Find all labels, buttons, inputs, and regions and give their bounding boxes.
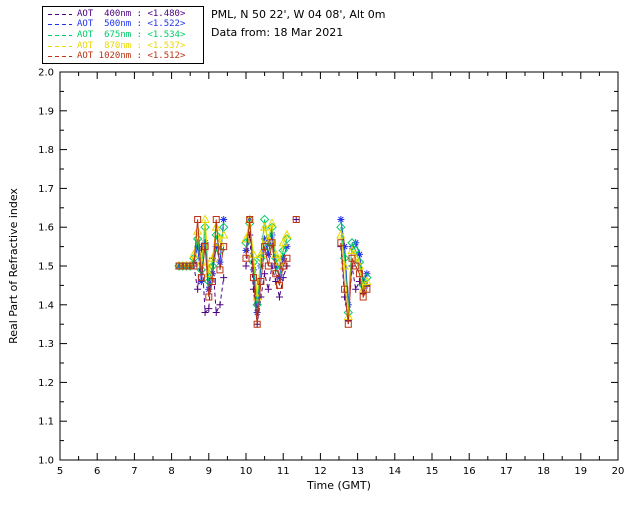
legend-item-3: AOT 870nm : <1.537> bbox=[43, 41, 203, 52]
legend-line-sample bbox=[48, 56, 72, 58]
x-tick-label: 6 bbox=[94, 466, 100, 477]
x-tick-label: 10 bbox=[240, 466, 253, 477]
y-tick-label: 1.4 bbox=[38, 300, 54, 311]
axis-ticks bbox=[59, 71, 619, 461]
y-axis-title: Real Part of Refractive index bbox=[7, 188, 20, 344]
axis-tick-labels: 5 6 7 8 9 10 11 12 13 14 15 16 17 18 19 20 1.0 1.1 1.2 1.3 1… bbox=[38, 68, 624, 478]
legend-line-sample bbox=[48, 13, 72, 15]
x-tick-label: 8 bbox=[168, 466, 174, 477]
y-tick-label: 1.6 bbox=[38, 223, 54, 234]
x-tick-label: 17 bbox=[500, 466, 513, 477]
x-axis-title: Time (GMT) bbox=[306, 479, 371, 492]
y-tick-label: 1.9 bbox=[38, 106, 54, 117]
y-tick-label: 1.5 bbox=[38, 262, 54, 273]
x-tick-label: 5 bbox=[57, 466, 63, 477]
y-tick-label: 1.0 bbox=[38, 456, 54, 467]
x-tick-label: 19 bbox=[574, 466, 587, 477]
x-tick-label: 15 bbox=[426, 466, 439, 477]
x-tick-label: 14 bbox=[388, 466, 401, 477]
y-tick-label: 1.8 bbox=[38, 145, 54, 156]
legend-label: AOT 500nm : <1.522> bbox=[77, 19, 186, 30]
legend-label: AOT 1020nm : <1.512> bbox=[77, 51, 186, 62]
legend-item-0: AOT 400nm : <1.480> bbox=[43, 9, 203, 20]
legend-line-sample bbox=[48, 24, 72, 26]
legend-item-1: AOT 500nm : <1.522> bbox=[43, 20, 203, 31]
marker-square bbox=[175, 215, 371, 328]
y-tick-label: 1.7 bbox=[38, 184, 54, 195]
header-location: PML, N 50 22', W 04 08', Alt 0m bbox=[211, 8, 386, 21]
header-data-from: Data from: 18 Mar 2021 bbox=[211, 26, 344, 39]
x-tick-label: 11 bbox=[277, 466, 290, 477]
x-tick-label: 9 bbox=[206, 466, 212, 477]
legend-line-sample bbox=[48, 34, 72, 36]
x-tick-label: 12 bbox=[314, 466, 327, 477]
legend-label: AOT 675nm : <1.534> bbox=[77, 29, 186, 40]
legend-label: AOT 400nm : <1.480> bbox=[77, 8, 186, 19]
x-tick-label: 20 bbox=[612, 466, 625, 477]
x-tick-label: 18 bbox=[537, 466, 550, 477]
series-870nm bbox=[174, 214, 372, 320]
plot-frame bbox=[59, 71, 619, 461]
y-tick-label: 1.2 bbox=[38, 378, 54, 389]
x-tick-label: 16 bbox=[463, 466, 476, 477]
legend-label: AOT 870nm : <1.537> bbox=[77, 40, 186, 51]
y-tick-label: 1.1 bbox=[38, 417, 54, 428]
legend-item-2: AOT 675nm : <1.534> bbox=[43, 30, 203, 41]
x-tick-label: 7 bbox=[131, 466, 137, 477]
legend-line-sample bbox=[48, 45, 72, 47]
series-1020nm bbox=[175, 215, 371, 328]
x-tick-label: 13 bbox=[351, 466, 364, 477]
y-tick-label: 2.0 bbox=[38, 68, 54, 79]
legend: AOT 400nm : <1.480> AOT 500nm : <1.522> AO… bbox=[42, 6, 204, 64]
legend-item-4: AOT 1020nm : <1.512> bbox=[43, 51, 203, 62]
y-tick-label: 1.3 bbox=[38, 339, 54, 350]
